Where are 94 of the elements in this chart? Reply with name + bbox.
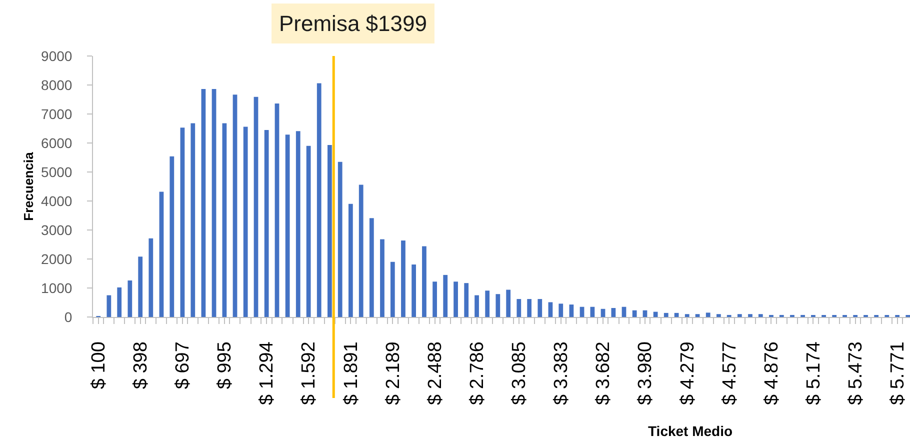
bar: [296, 131, 300, 317]
bar: [569, 304, 574, 317]
bar: [412, 264, 416, 317]
bar: [590, 306, 595, 317]
y-tick-label: 5000: [41, 164, 72, 180]
bar: [264, 130, 269, 317]
bar: [695, 314, 700, 317]
y-tick-label: 4000: [41, 192, 72, 209]
bar: [138, 256, 143, 317]
x-tick-label: $ 3.980: [635, 342, 656, 406]
bar: [190, 123, 196, 317]
bar: [369, 218, 374, 317]
x-tick-label: $ 4.577: [719, 342, 740, 406]
x-tick-label: $ 100: [88, 342, 110, 390]
bar: [600, 308, 606, 317]
bar: [516, 299, 522, 317]
x-tick-label: $ 697: [172, 342, 194, 390]
bar: [358, 184, 364, 317]
bar: [538, 299, 542, 317]
bar: [348, 204, 353, 317]
bar: [148, 238, 154, 317]
y-tick-label: 9000: [41, 48, 72, 64]
y-tick-label: 0: [64, 308, 72, 325]
bar: [506, 290, 511, 317]
x-tick-label: $ 2.488: [424, 342, 446, 406]
bar: [243, 126, 248, 317]
bar: [117, 287, 122, 317]
bar: [748, 314, 752, 317]
y-tick-label: 8000: [41, 76, 72, 93]
x-tick-label: $ 3.682: [593, 342, 614, 406]
x-tick-label: $ 995: [214, 342, 236, 390]
bar: [201, 89, 206, 317]
y-tick-label: 3000: [41, 222, 72, 238]
bar: [737, 314, 742, 317]
bar: [285, 134, 290, 317]
bar: [474, 295, 479, 317]
bar: [653, 312, 658, 317]
bar: [254, 96, 258, 317]
x-tick-label: $ 5.174: [803, 341, 824, 406]
bar: [758, 314, 763, 317]
bar: [306, 146, 311, 317]
bar: [170, 156, 174, 317]
x-tick-label: $ 4.279: [677, 342, 698, 406]
y-tick-label: 2000: [41, 250, 72, 267]
bar: [422, 246, 426, 317]
y-axis-title: Frecuencia: [20, 151, 36, 221]
bar: [496, 294, 500, 317]
x-tick-label: $ 3.085: [509, 342, 530, 406]
bar: [232, 94, 238, 317]
bar: [128, 280, 132, 317]
bar: [684, 314, 690, 317]
x-tick-label: $ 1.891: [340, 342, 362, 406]
x-tick-label: $ 1.294: [256, 341, 278, 406]
bar: [548, 302, 553, 317]
y-tick-label: 7000: [41, 106, 72, 122]
x-tick-label: $ 4.876: [761, 342, 782, 406]
bar: [580, 306, 584, 317]
bar: [328, 145, 332, 317]
y-tick-label: 6000: [41, 134, 72, 151]
bar: [622, 306, 626, 317]
bar: [464, 283, 469, 317]
bar: [706, 312, 710, 317]
bar: [443, 274, 448, 317]
bar: [401, 240, 406, 317]
bar: [611, 308, 616, 317]
bar: [432, 282, 437, 317]
bar: [485, 290, 490, 317]
x-tick-label: $ 5.473: [846, 342, 867, 406]
bar: [390, 262, 395, 317]
bar: [222, 123, 227, 317]
x-tick-label: $ 2.189: [382, 342, 404, 406]
x-tick-label: $ 1.592: [298, 342, 320, 406]
bar: [159, 192, 164, 317]
bar: [338, 162, 342, 317]
y-tick-label: 1000: [41, 280, 72, 296]
bar: [527, 299, 532, 317]
bar: [558, 304, 564, 317]
bar: [106, 295, 112, 317]
x-tick-label: $ 3.383: [551, 342, 572, 406]
bar: [716, 314, 721, 317]
x-tick-label: $ 5.771: [887, 342, 908, 406]
bar: [674, 312, 679, 317]
bar: [274, 104, 280, 317]
x-tick-label: $ 2.786: [466, 342, 488, 406]
bar: [316, 83, 322, 317]
bar: [180, 128, 185, 317]
x-axis-title: Ticket Medio: [648, 423, 733, 439]
ref-line-label: Premisa $1399: [279, 11, 427, 36]
x-tick-label: $ 398: [130, 342, 152, 390]
bar: [454, 282, 458, 317]
bar: [380, 239, 384, 317]
bar: [212, 89, 216, 317]
bar: [632, 310, 637, 317]
bar: [664, 312, 668, 317]
